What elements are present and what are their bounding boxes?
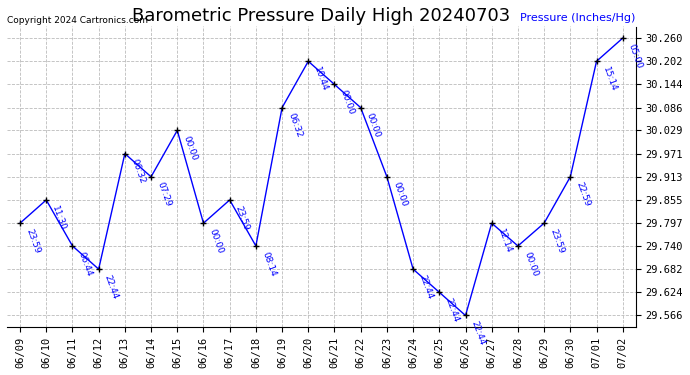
Text: 11:30: 11:30	[50, 204, 68, 231]
Text: 12:14: 12:14	[496, 227, 513, 255]
Text: 07:29: 07:29	[155, 181, 172, 208]
Text: 22:44: 22:44	[470, 320, 487, 346]
Text: 08:14: 08:14	[260, 250, 277, 278]
Text: 15:14: 15:14	[601, 66, 618, 93]
Text: Pressure (Inches/Hg): Pressure (Inches/Hg)	[520, 13, 635, 23]
Title: Barometric Pressure Daily High 20240703: Barometric Pressure Daily High 20240703	[132, 7, 511, 25]
Text: 22:44: 22:44	[444, 297, 461, 323]
Text: 22:44: 22:44	[417, 273, 435, 300]
Text: 00:00: 00:00	[365, 112, 382, 139]
Text: 23:59: 23:59	[549, 227, 566, 255]
Text: 23:59: 23:59	[234, 204, 251, 231]
Text: 23:59: 23:59	[24, 227, 41, 255]
Text: 06:32: 06:32	[286, 112, 304, 139]
Text: 22:44: 22:44	[103, 273, 120, 300]
Text: 22:59: 22:59	[575, 181, 592, 208]
Text: 00:00: 00:00	[208, 227, 225, 255]
Text: Copyright 2024 Cartronics.com: Copyright 2024 Cartronics.com	[7, 16, 148, 25]
Text: 05:00: 05:00	[627, 42, 644, 70]
Text: 06:44: 06:44	[77, 250, 94, 277]
Text: 00:00: 00:00	[181, 135, 199, 162]
Text: 00:00: 00:00	[391, 181, 408, 209]
Text: 10:44: 10:44	[313, 66, 330, 93]
Text: 00:00: 00:00	[522, 250, 540, 278]
Text: 00:00: 00:00	[339, 88, 356, 116]
Text: 06:32: 06:32	[129, 158, 146, 185]
